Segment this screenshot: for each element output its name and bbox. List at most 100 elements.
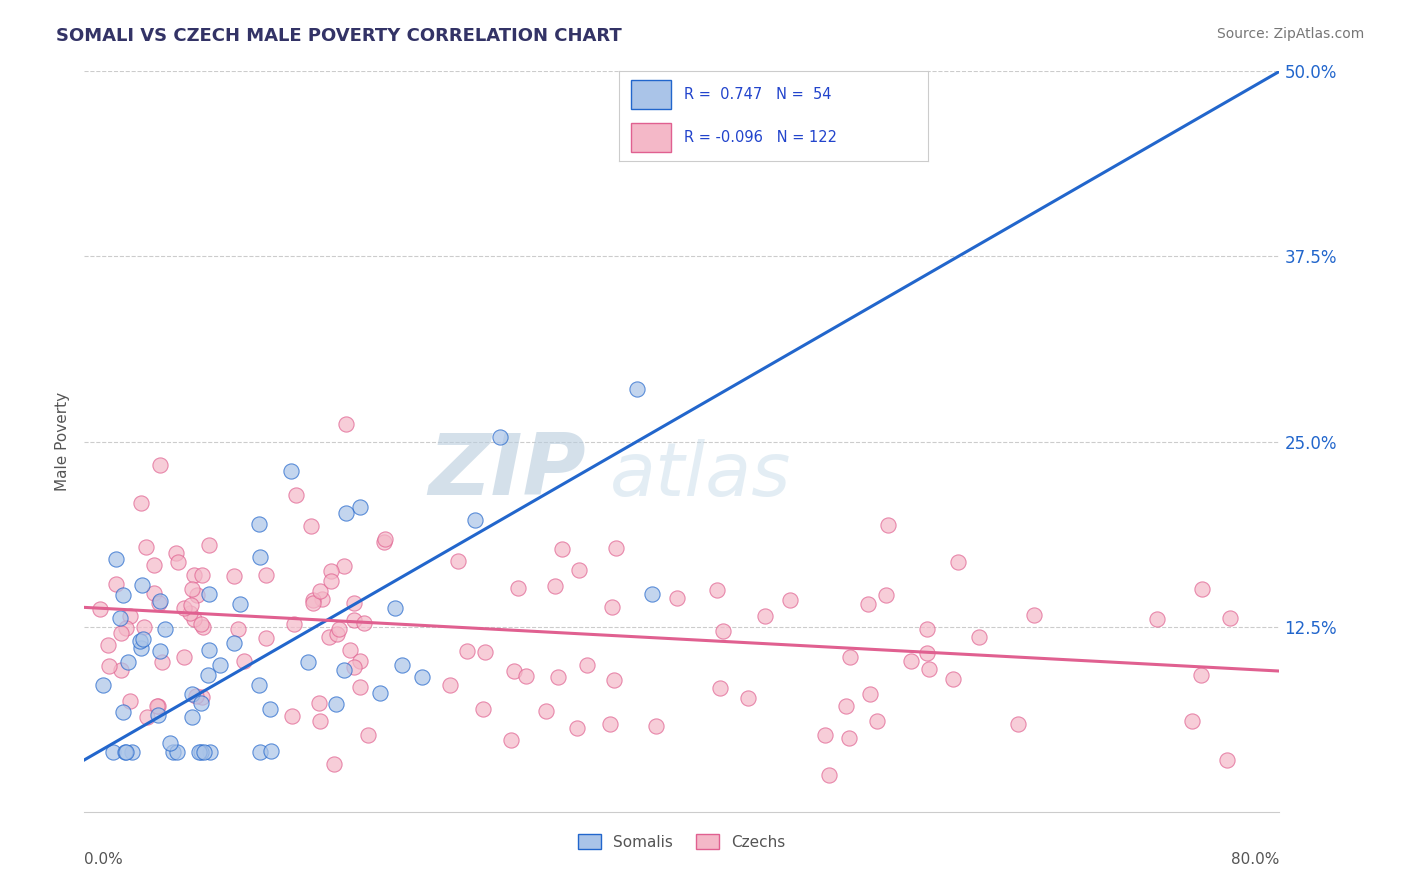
Point bbox=[110, 663, 132, 677]
Point bbox=[149, 643, 172, 657]
Point bbox=[1219, 611, 1241, 625]
Point bbox=[111, 588, 134, 602]
Point bbox=[357, 728, 380, 742]
Legend: Somalis, Czechs: Somalis, Czechs bbox=[572, 828, 792, 856]
Point bbox=[91, 677, 114, 691]
Point bbox=[779, 593, 801, 607]
Point bbox=[501, 733, 523, 747]
Point bbox=[200, 746, 222, 760]
Point bbox=[446, 554, 468, 568]
Point bbox=[180, 582, 202, 596]
Point bbox=[249, 549, 271, 564]
Point bbox=[1189, 668, 1212, 682]
Point bbox=[297, 655, 319, 669]
Point bbox=[946, 555, 969, 569]
Point bbox=[167, 555, 190, 569]
Point bbox=[488, 430, 510, 444]
Point bbox=[709, 681, 731, 695]
Point bbox=[283, 616, 305, 631]
Point bbox=[105, 552, 128, 566]
Point bbox=[150, 655, 173, 669]
Point bbox=[186, 689, 208, 703]
Point bbox=[222, 636, 245, 650]
Point bbox=[706, 583, 728, 598]
Text: Source: ZipAtlas.com: Source: ZipAtlas.com bbox=[1216, 27, 1364, 41]
Point bbox=[247, 678, 270, 692]
Point bbox=[323, 757, 346, 772]
Point bbox=[115, 621, 138, 635]
Point bbox=[226, 622, 249, 636]
Point bbox=[1022, 608, 1045, 623]
Point bbox=[349, 654, 371, 668]
Point bbox=[179, 606, 201, 620]
Point bbox=[917, 646, 939, 660]
Point bbox=[299, 518, 322, 533]
Point bbox=[308, 583, 330, 598]
Point bbox=[942, 672, 965, 686]
Point bbox=[280, 464, 302, 478]
Point bbox=[153, 622, 176, 636]
Point bbox=[173, 601, 195, 615]
Point bbox=[118, 609, 141, 624]
Point bbox=[918, 662, 941, 676]
Point bbox=[368, 685, 391, 699]
Point bbox=[183, 612, 205, 626]
Point bbox=[129, 633, 152, 648]
Point bbox=[866, 714, 889, 729]
Point bbox=[1216, 753, 1239, 767]
Point bbox=[120, 694, 142, 708]
Point bbox=[603, 673, 626, 687]
Point bbox=[260, 744, 283, 758]
Point bbox=[165, 545, 187, 559]
Point bbox=[259, 702, 281, 716]
Point bbox=[1181, 714, 1204, 728]
Point bbox=[754, 609, 776, 624]
Point bbox=[333, 663, 356, 677]
Point bbox=[335, 417, 357, 432]
Point bbox=[108, 610, 131, 624]
Point bbox=[464, 513, 486, 527]
Point bbox=[411, 670, 433, 684]
Point bbox=[197, 538, 219, 552]
Point bbox=[876, 518, 898, 533]
Point bbox=[209, 658, 232, 673]
Text: R = -0.096   N = 122: R = -0.096 N = 122 bbox=[683, 130, 837, 145]
Point bbox=[326, 627, 349, 641]
Point bbox=[575, 657, 598, 672]
Point bbox=[146, 708, 169, 723]
Point bbox=[333, 558, 356, 573]
Point bbox=[148, 698, 170, 713]
Point bbox=[515, 668, 537, 682]
Point bbox=[247, 517, 270, 532]
Point bbox=[343, 596, 366, 610]
Point bbox=[599, 716, 621, 731]
Point bbox=[900, 654, 922, 668]
Point bbox=[190, 617, 212, 632]
Point bbox=[114, 746, 136, 760]
Point bbox=[180, 710, 202, 724]
Point bbox=[254, 568, 277, 582]
Point bbox=[129, 640, 152, 655]
Y-axis label: Male Poverty: Male Poverty bbox=[55, 392, 70, 491]
Point bbox=[1191, 582, 1213, 596]
Point bbox=[508, 581, 530, 595]
Point bbox=[626, 382, 648, 396]
Point bbox=[180, 599, 202, 613]
Point bbox=[309, 714, 332, 728]
Text: 0.0%: 0.0% bbox=[84, 853, 124, 867]
Text: ZIP: ZIP bbox=[429, 430, 586, 513]
Point bbox=[967, 630, 990, 644]
Point bbox=[186, 588, 208, 602]
Point bbox=[222, 568, 245, 582]
Point bbox=[319, 564, 342, 578]
Point bbox=[135, 540, 157, 554]
Point bbox=[142, 558, 165, 573]
Point bbox=[131, 577, 153, 591]
Point bbox=[838, 731, 860, 745]
Bar bbox=[631, 123, 671, 152]
Point bbox=[254, 632, 277, 646]
Point bbox=[197, 668, 219, 682]
Point bbox=[281, 709, 304, 723]
Text: 80.0%: 80.0% bbox=[1232, 853, 1279, 867]
Point bbox=[817, 768, 839, 782]
